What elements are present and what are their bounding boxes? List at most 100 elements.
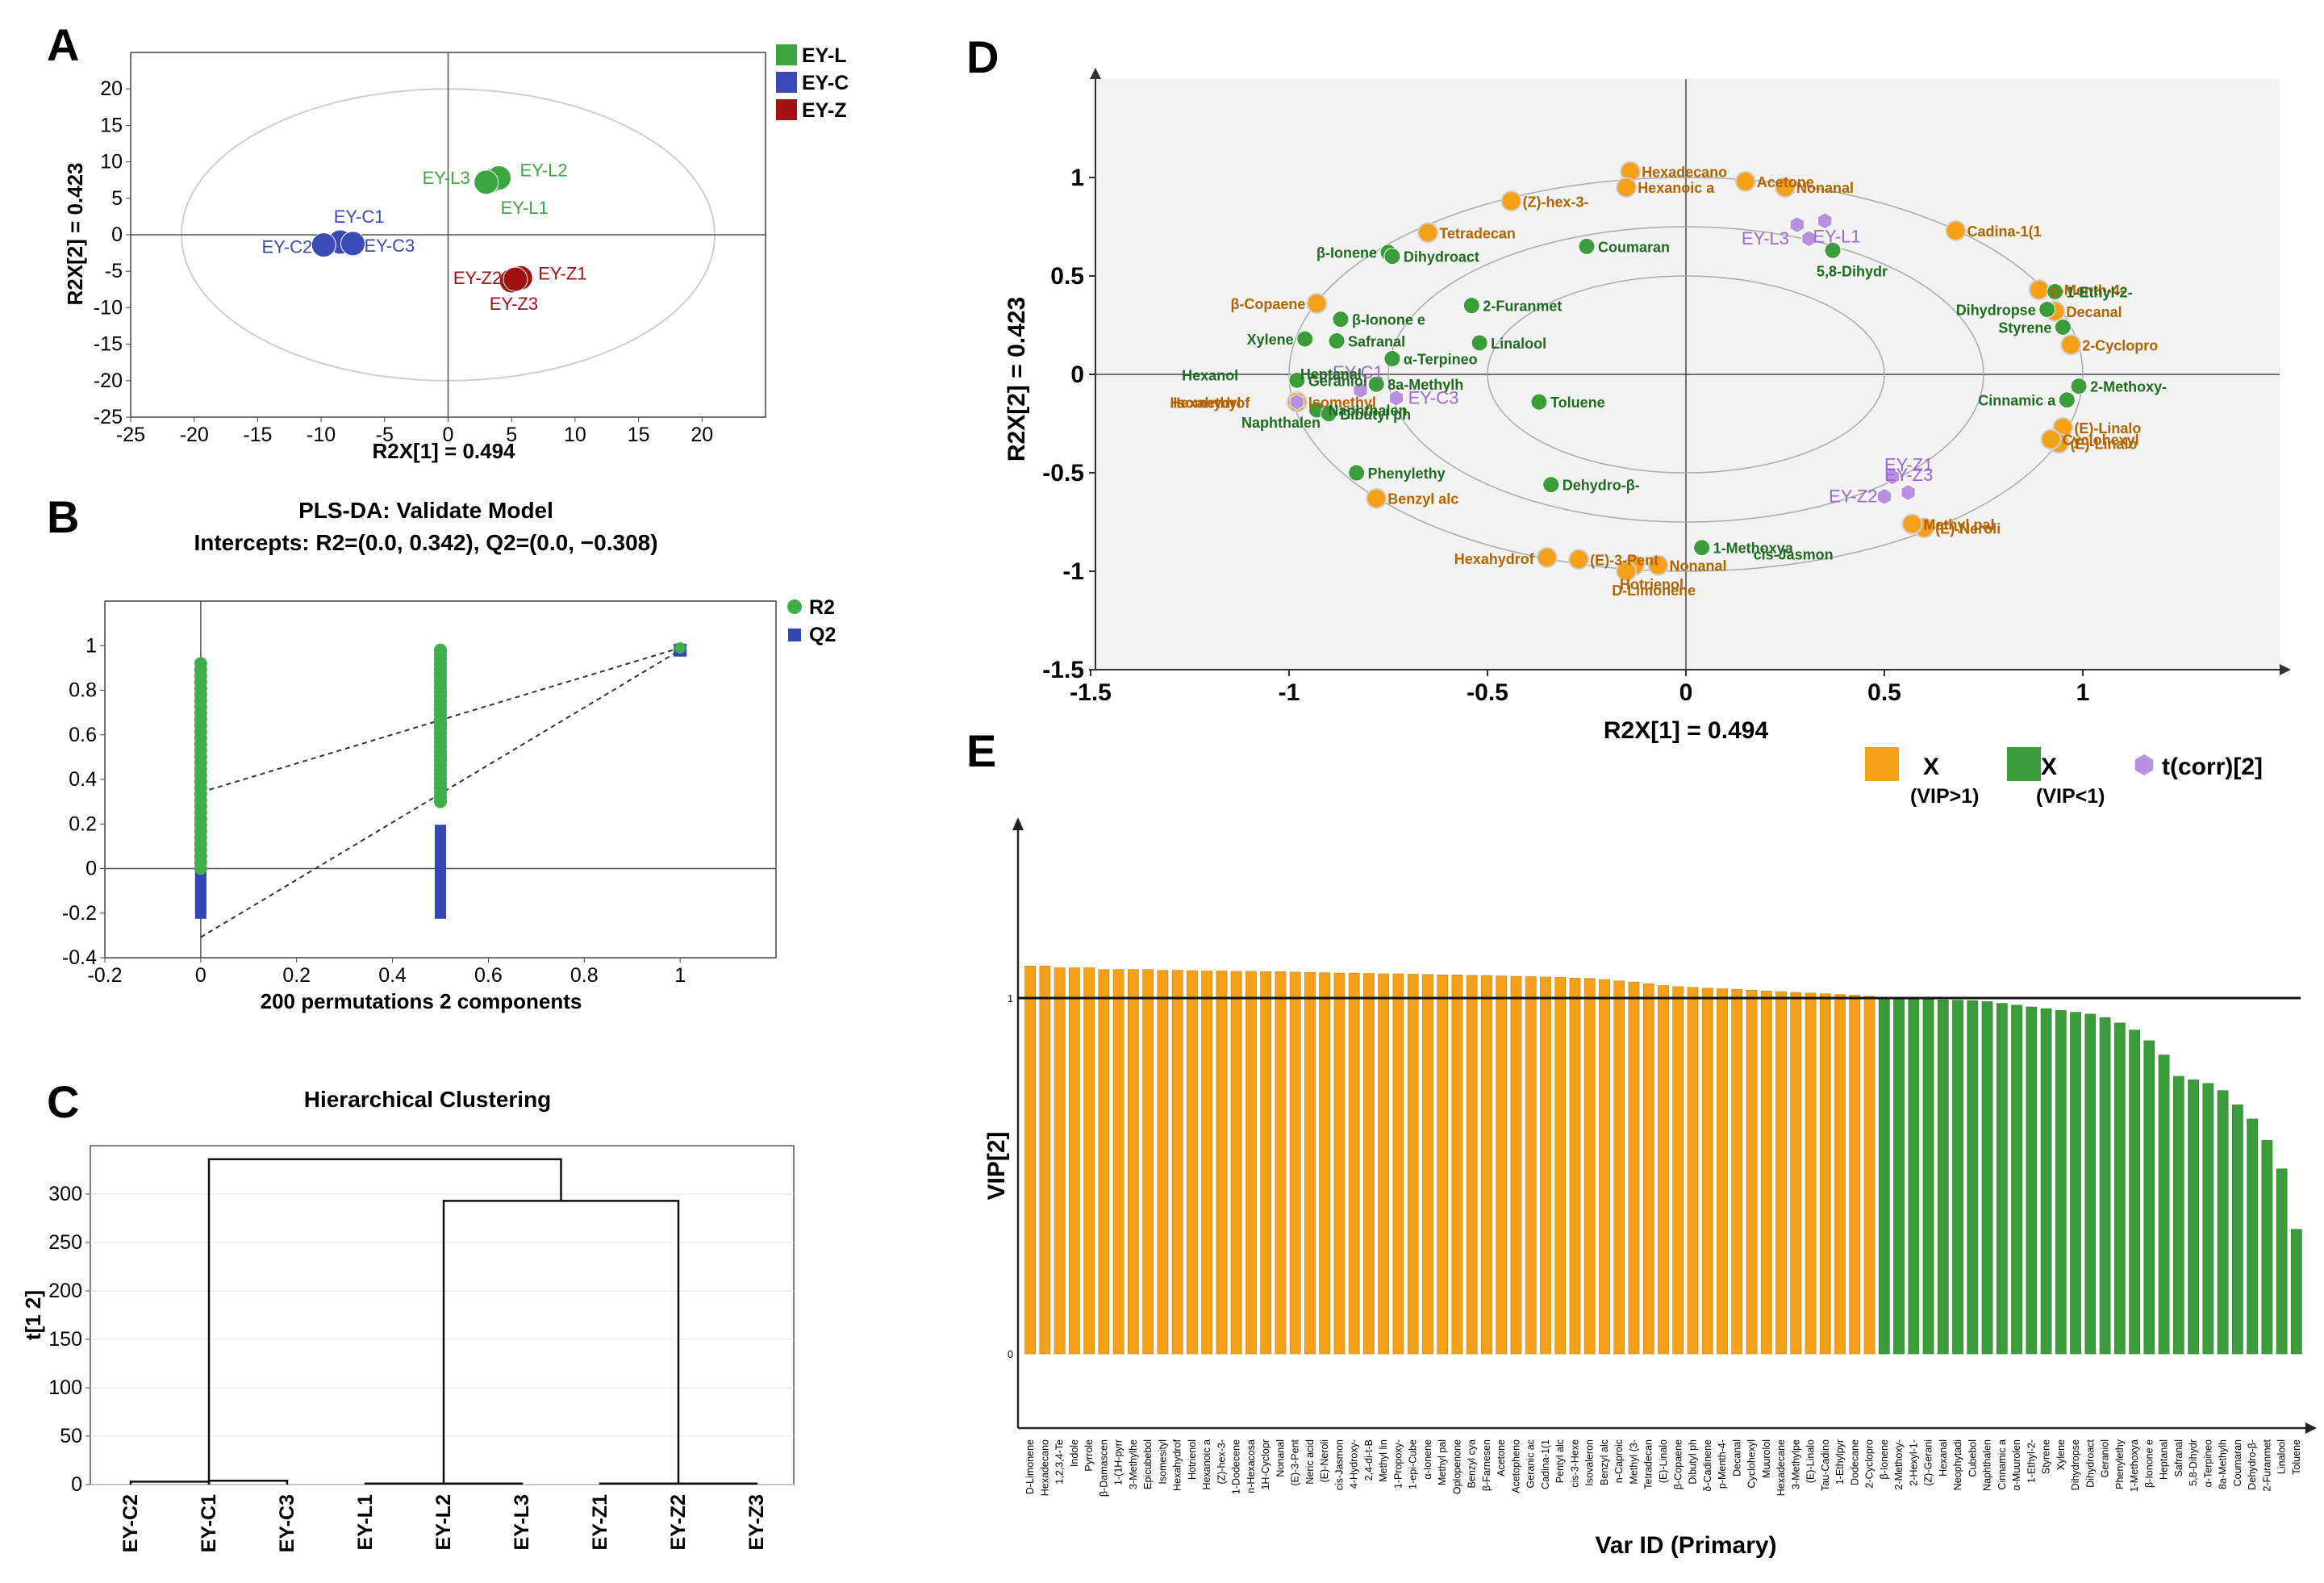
- correlation-ellipse: [1487, 275, 1885, 474]
- vip-bar: [2129, 1030, 2140, 1355]
- vip-low-variable-label: Phenylethy: [1368, 466, 1446, 482]
- category-label: α-Ionene: [1422, 1439, 1433, 1480]
- x-tick-label: 0: [1679, 679, 1693, 706]
- vip-high-variable-label: Hexahydrof: [1454, 551, 1535, 567]
- correlation-ellipse: [1288, 177, 2084, 572]
- q2-permutation-point: [435, 825, 446, 837]
- y-tick-label: 0.5: [1050, 263, 1084, 290]
- vip-high-variable-label: Tetradecan: [1439, 225, 1516, 241]
- category-label: Pentyl alc: [1554, 1439, 1566, 1483]
- legend-label: EY-L: [802, 44, 847, 67]
- vip-high-variable-label: (E)-3-Pent: [1590, 552, 1659, 568]
- category-label: Hexanoic a: [1201, 1439, 1212, 1490]
- x-tick-label: 0.6: [474, 964, 503, 987]
- r2-permutation-point: [194, 657, 207, 670]
- score-point-label: EY-L1: [501, 198, 549, 218]
- vip-bar: [2113, 1022, 2126, 1355]
- dendrogram-link: [442, 1482, 524, 1485]
- y-tick-label: 1: [1008, 993, 1013, 1005]
- category-label: Hexadecano: [1039, 1439, 1050, 1496]
- legend-label: t(corr)[2]: [2162, 754, 2263, 780]
- y-tick-label: 15: [100, 114, 123, 136]
- vip-high-variable-label: 2-Cyclopro: [2082, 337, 2158, 353]
- tcorr-sample-label: EY-Z1: [1884, 455, 1933, 475]
- x-tick-label: -1.5: [1070, 679, 1112, 706]
- vip-low-variable-point: [1296, 330, 1314, 348]
- leaf-label: EY-Z1: [589, 1494, 611, 1551]
- vip-bar: [1569, 978, 1581, 1355]
- category-label: 1-(1H-pyrr: [1113, 1439, 1124, 1485]
- legend-label: X: [1923, 754, 1939, 780]
- vip-high-variable-point: [1775, 177, 1796, 198]
- y-tick-label: 0: [86, 858, 97, 880]
- vip-high-variable-label: Cadina-1(1: [1967, 223, 2042, 240]
- category-label: 1H-Cyclopr: [1260, 1439, 1271, 1490]
- category-label: 5,8-Dihydr: [2188, 1439, 2199, 1486]
- vip-bar: [2261, 1140, 2273, 1355]
- vip-bar: [1289, 971, 1301, 1355]
- panel-b-permutation-plot: PLS-DA: Validate Model Intercepts: R2=(0…: [62, 498, 836, 1013]
- legend-swatch: [776, 44, 797, 65]
- y-tick-label: 250: [48, 1231, 82, 1254]
- y-tick-label: -1: [1062, 558, 1084, 585]
- tcorr-sample-point: [1789, 215, 1805, 234]
- vip-high-variable-point: [1945, 219, 1967, 241]
- vip-bar: [1348, 972, 1360, 1355]
- vip-low-variable-point: [1288, 371, 1306, 389]
- category-label: Methyl lin: [1378, 1439, 1389, 1482]
- vip-bar: [2291, 1229, 2302, 1355]
- vip-bar: [1333, 972, 1346, 1355]
- vip-low-variable-point: [2038, 300, 2056, 318]
- y-tick-label: 300: [48, 1183, 82, 1205]
- vip-low-variable-label: Dehydro-β-: [1563, 478, 1640, 494]
- category-label: Methyl pal: [1437, 1439, 1448, 1485]
- q2-permutation-point: [435, 866, 446, 878]
- vip-low-variable-point: [1328, 332, 1346, 350]
- tcorr-sample-point: [1884, 468, 1900, 486]
- category-label: cis-3-Hexe: [1569, 1439, 1580, 1488]
- y-tick-label: -10: [94, 296, 123, 319]
- category-label: Indole: [1069, 1439, 1080, 1467]
- vip-bar: [1407, 974, 1419, 1355]
- vip-bar: [1024, 966, 1036, 1355]
- vip-bar: [1112, 969, 1124, 1355]
- category-label: β-Damascen: [1098, 1439, 1109, 1497]
- vip-low-variable-label: α-Terpineo: [1404, 351, 1478, 367]
- vip-low-variable-point: [1824, 241, 1842, 259]
- q2-permutation-point: [435, 855, 446, 867]
- r2-original-point: [674, 642, 686, 654]
- tcorr-sample-point: [1353, 381, 1368, 399]
- panel-label-b: B: [47, 491, 79, 542]
- vip-low-variable-point: [1383, 349, 1401, 367]
- tcorr-sample-label: EY-C1: [1333, 362, 1383, 382]
- panel-label-e: E: [966, 725, 996, 776]
- vip-bar: [2158, 1055, 2170, 1355]
- category-label: Hexadecane: [1775, 1439, 1787, 1496]
- vip-bar: [1230, 971, 1242, 1355]
- category-label: 3-Methylhe: [1128, 1439, 1139, 1489]
- score-point: [474, 169, 499, 195]
- category-label: δ-Cadinene: [1702, 1439, 1713, 1492]
- leaf-label: EY-L2: [432, 1494, 455, 1550]
- score-point-label: EY-Z1: [538, 263, 586, 283]
- vip-bar: [1187, 970, 1198, 1355]
- y-tick-label: 5: [111, 187, 123, 210]
- vip-bar: [1201, 971, 1213, 1355]
- category-label: Xylene: [2055, 1439, 2067, 1470]
- vip-low-variable-label: 1-Methoxya: [1713, 541, 1794, 557]
- category-label: Muurolol: [1761, 1439, 1772, 1478]
- category-label: Dodecane: [1849, 1439, 1860, 1485]
- category-label: Oplopenone: [1451, 1439, 1462, 1494]
- panel-b-title: PLS-DA: Validate Model: [298, 498, 553, 523]
- legend-r2-swatch: [787, 599, 802, 614]
- panel-d-ylabel: R2X[2] = 0.423: [1003, 297, 1030, 462]
- leaf-label: EY-C3: [276, 1494, 298, 1552]
- category-label: 2-Cyclopro: [1864, 1439, 1875, 1488]
- panel-a-score-plot: -25 -20 -15 -10 -5 0 5 10 15 20 20 15 10 5 0 -5 -10 -15 -2…: [63, 44, 849, 463]
- vip-bar: [2172, 1076, 2184, 1355]
- x-tick-label: 0: [195, 964, 207, 987]
- vip-low-variable-point: [2058, 391, 2076, 409]
- category-label: Epicubebol: [1142, 1439, 1154, 1489]
- score-point: [503, 266, 528, 292]
